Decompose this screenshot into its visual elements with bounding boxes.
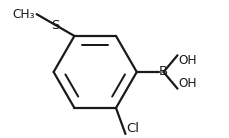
Text: Cl: Cl [126, 122, 139, 135]
Text: OH: OH [178, 77, 196, 90]
Text: CH₃: CH₃ [12, 8, 35, 21]
Text: OH: OH [178, 54, 196, 67]
Text: B: B [158, 65, 167, 79]
Text: S: S [51, 19, 60, 32]
